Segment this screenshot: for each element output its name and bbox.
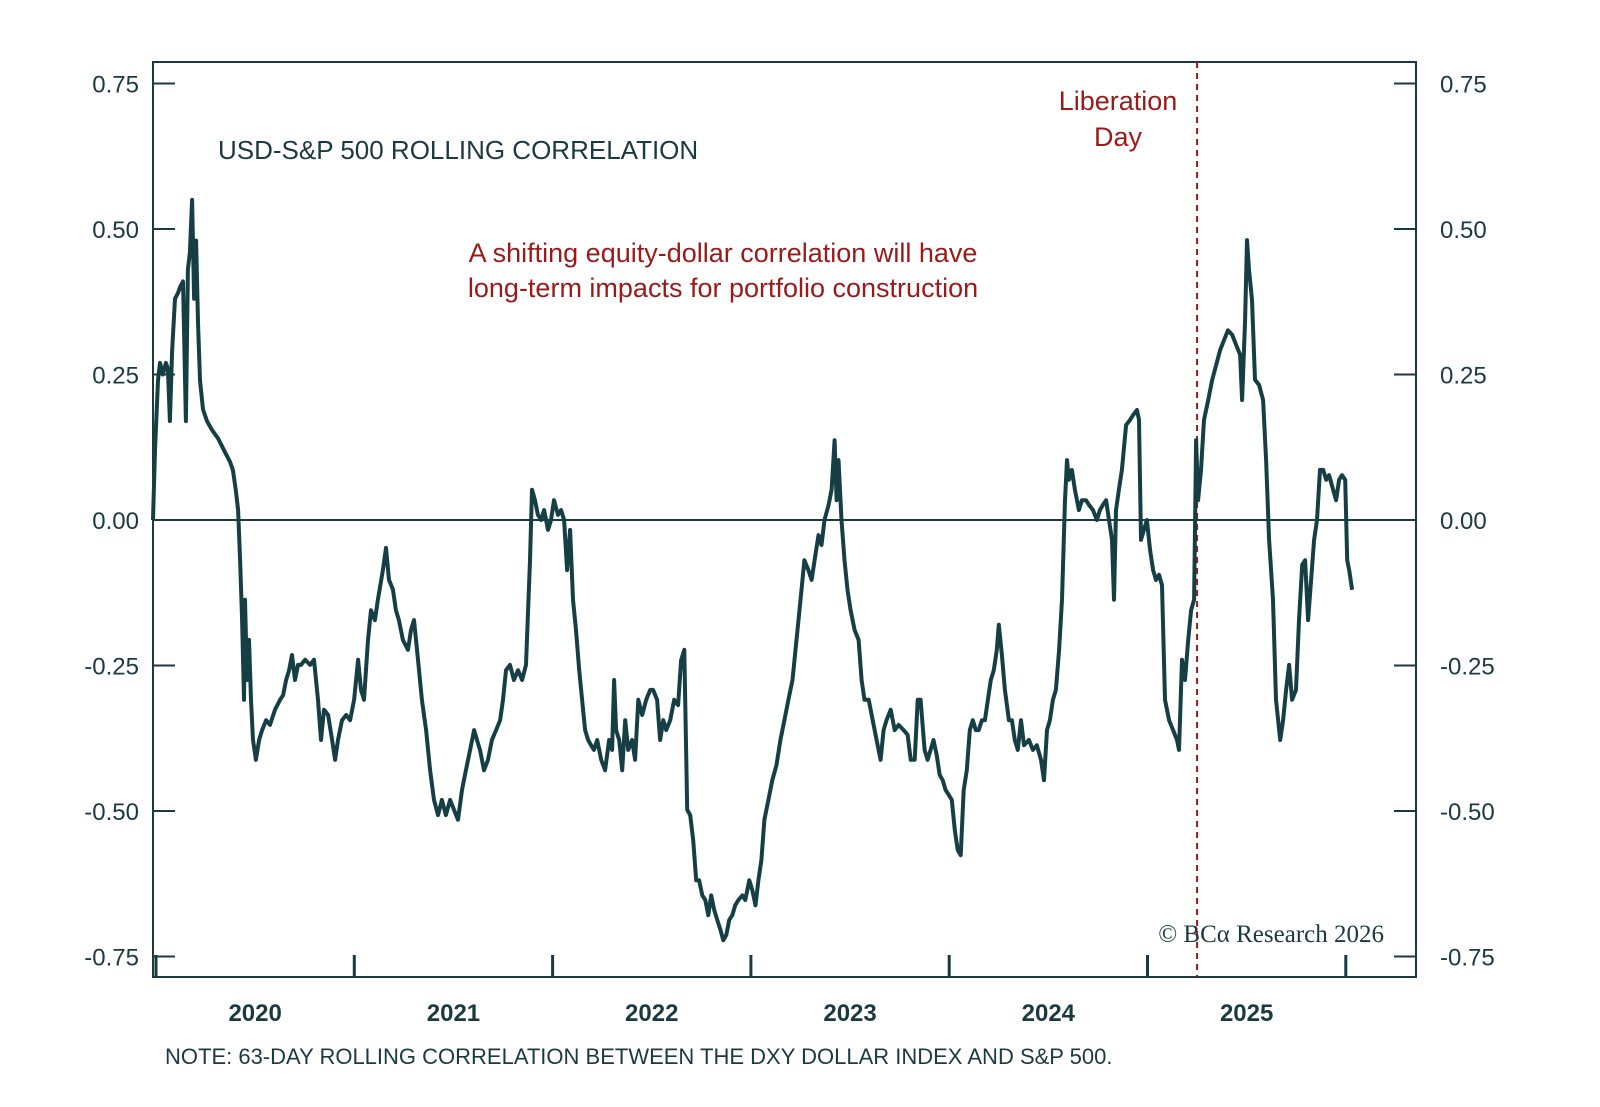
- x-tick-label: 2023: [823, 1000, 876, 1027]
- chart-subtitle: USD-S&P 500 ROLLING CORRELATION: [218, 135, 698, 165]
- x-tick-label: 2021: [427, 1000, 480, 1027]
- y-axis-left: 0.75 0.50 0.25 0.00 -0.25 -0.50 -0.75: [84, 72, 175, 972]
- y-tick-label-left: 0.25: [92, 363, 139, 390]
- y-tick-label-left: 0.75: [92, 72, 139, 99]
- x-tick-label: 2020: [228, 1000, 281, 1027]
- y-axis-right: 0.75 0.50 0.25 0.00 -0.25 -0.50 -0.75: [1394, 72, 1495, 972]
- x-axis: 2020 2021 2022 2023 2024 2025: [154, 955, 1348, 1027]
- chart-note: NOTE: 63-DAY ROLLING CORRELATION BETWEEN…: [165, 1044, 1113, 1069]
- event-label-line-1: Liberation: [1059, 86, 1178, 116]
- y-tick-label-right: -0.25: [1440, 654, 1495, 681]
- annotation-line-2: long-term impacts for portfolio construc…: [468, 273, 978, 303]
- x-tick-label: 2025: [1220, 1000, 1273, 1027]
- correlation-series-line: [151, 197, 1355, 943]
- y-tick-label-right: 0.50: [1440, 217, 1487, 244]
- y-tick-label-left: 0.50: [92, 217, 139, 244]
- y-tick-label-right: 0.00: [1440, 508, 1487, 535]
- x-tick-label: 2024: [1022, 1000, 1076, 1027]
- y-tick-label-right: -0.50: [1440, 799, 1495, 826]
- annotation-line-1: A shifting equity-dollar correlation wil…: [469, 238, 978, 268]
- y-tick-label-left: -0.25: [84, 654, 139, 681]
- y-tick-label-right: 0.25: [1440, 363, 1487, 390]
- y-tick-label-left: -0.75: [84, 945, 139, 972]
- y-tick-label-right: -0.75: [1440, 945, 1495, 972]
- x-tick-label: 2022: [625, 1000, 678, 1027]
- y-tick-label-left: 0.00: [92, 508, 139, 535]
- copyright-credit: © BCα Research 2026: [1158, 921, 1384, 948]
- event-label-line-2: Day: [1094, 122, 1143, 152]
- y-tick-label-right: 0.75: [1440, 72, 1487, 99]
- y-tick-label-left: -0.50: [84, 799, 139, 826]
